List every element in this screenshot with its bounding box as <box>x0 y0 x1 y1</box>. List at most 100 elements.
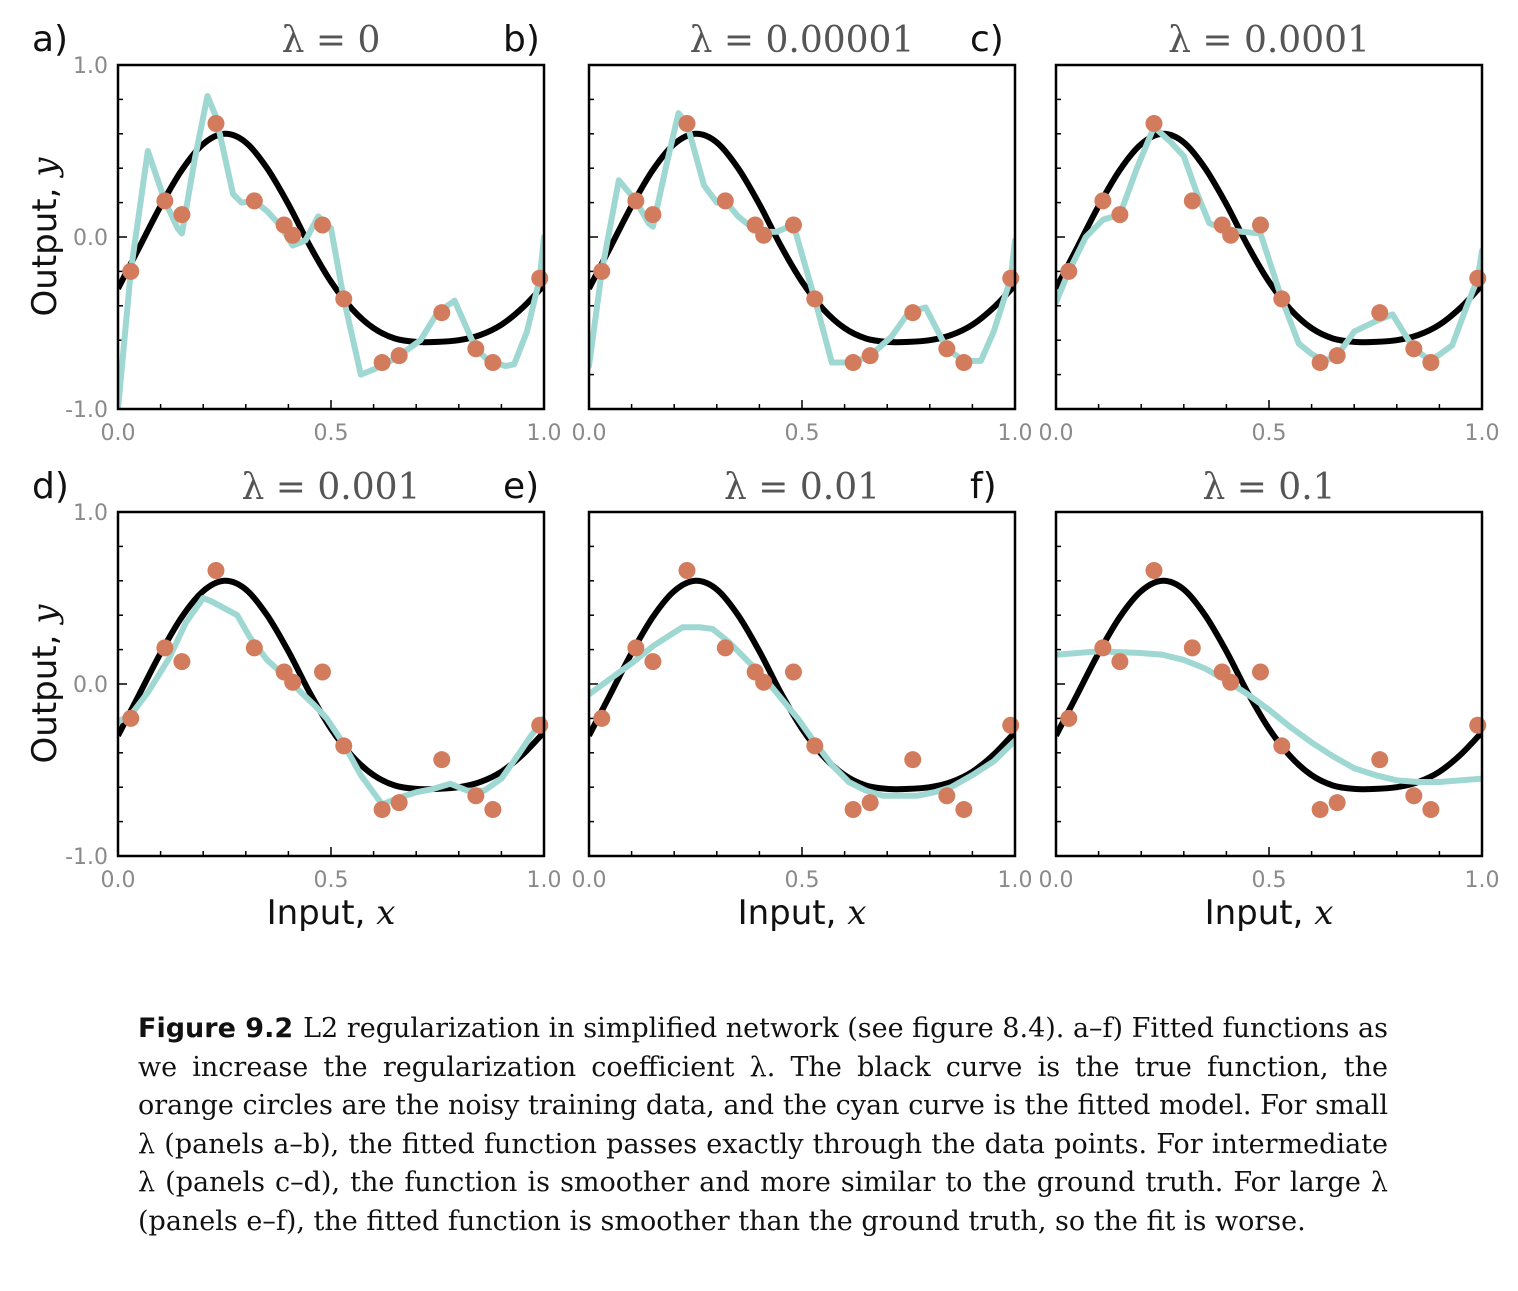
y-tick-label: 0.0 <box>73 673 108 698</box>
data-point <box>433 304 451 322</box>
data-point <box>173 653 191 671</box>
plot-frame <box>116 510 546 858</box>
x-axis-label: Input, x <box>267 893 396 933</box>
panel-b: b) λ = 0.00001 0.0 0.5 1.0 <box>503 19 1033 446</box>
panel-letter: f) <box>970 466 997 507</box>
panel-title: λ = 0.01 <box>724 467 880 508</box>
data-point <box>1183 639 1201 657</box>
x-tick-label: 0.0 <box>572 868 607 893</box>
x-tick-label: 0.5 <box>1252 421 1287 446</box>
data-point <box>156 639 174 657</box>
data-point <box>716 192 734 210</box>
data-point <box>784 216 802 234</box>
data-point <box>678 561 696 579</box>
data-point <box>1145 561 1163 579</box>
x-tick-label: 1.0 <box>998 421 1033 446</box>
panel-f: f) λ = 0.1 0.0 0.5 1.0 Input, x <box>970 466 1500 933</box>
data-point <box>861 347 879 365</box>
data-point <box>531 716 549 734</box>
data-point <box>1371 751 1389 769</box>
fitted-model-curve <box>589 624 1015 799</box>
data-point <box>678 114 696 132</box>
x-axis-label-text: Input, <box>1205 893 1315 933</box>
fitted-model-curve <box>1056 648 1482 786</box>
x-tick-label: 0.5 <box>785 868 820 893</box>
data-point <box>173 206 191 224</box>
data-point <box>122 262 140 280</box>
y-axis-label: Output, y <box>25 604 65 764</box>
y-axis-label-text: Output, <box>25 624 65 764</box>
y-tick-label: -1.0 <box>65 398 108 423</box>
panel-title: λ = 0.001 <box>242 467 421 508</box>
panel-title: λ = 0.1 <box>1202 467 1335 508</box>
x-tick-label: 0.5 <box>785 421 820 446</box>
fitted-model-curve <box>118 92 544 409</box>
data-point <box>1002 716 1020 734</box>
x-tick-label: 0.0 <box>572 421 607 446</box>
data-point <box>122 709 140 727</box>
plot-area <box>1056 577 1482 793</box>
plot-area <box>1056 123 1482 364</box>
data-point <box>1273 290 1291 308</box>
data-point <box>1111 653 1129 671</box>
data-point <box>1469 269 1487 287</box>
data-point <box>284 226 302 244</box>
data-point <box>806 290 824 308</box>
data-point <box>1145 114 1163 132</box>
x-axis-label-text: Input, <box>738 893 848 933</box>
data-point <box>467 340 485 358</box>
x-tick-label: 0.5 <box>1252 868 1287 893</box>
data-point <box>593 262 611 280</box>
data-point <box>644 206 662 224</box>
y-tick-label: 0.0 <box>73 226 108 251</box>
data-point <box>1060 262 1078 280</box>
data-point <box>1111 206 1129 224</box>
fitted-model-curve <box>589 110 1015 369</box>
panel-letter: c) <box>970 19 1004 60</box>
data-point <box>390 347 408 365</box>
x-tick-label: 1.0 <box>527 421 562 446</box>
data-point <box>1222 226 1240 244</box>
true-function-curve <box>118 577 544 793</box>
x-tick-label: 0.5 <box>314 421 349 446</box>
data-point <box>245 192 263 210</box>
plot-area <box>589 577 1015 799</box>
data-point <box>467 787 485 805</box>
figure-panels: a) λ = 0 0.0 0.5 1.0 1.0 0.0 -1.0 Output, y b) λ =… <box>25 19 1500 933</box>
caption-label: Figure 9.2 <box>138 1013 294 1044</box>
data-point <box>433 751 451 769</box>
data-point <box>644 653 662 671</box>
figure-caption: Figure 9.2 L2 regularization in simplifie… <box>138 1010 1388 1242</box>
panel-c: c) λ = 0.0001 0.0 0.5 1.0 <box>970 19 1500 446</box>
y-tick-label: 1.0 <box>73 501 108 526</box>
x-tick-label: 0.0 <box>101 421 136 446</box>
data-point <box>955 801 973 819</box>
panel-letter: e) <box>503 466 539 507</box>
plot-area <box>118 92 544 409</box>
data-point <box>955 354 973 372</box>
data-point <box>861 794 879 812</box>
data-point <box>806 737 824 755</box>
true-function-curve <box>589 130 1015 346</box>
data-point <box>531 269 549 287</box>
plot-area <box>118 577 544 808</box>
data-point <box>1469 716 1487 734</box>
x-axis-label-var: x <box>847 893 866 933</box>
x-axis-label-var: x <box>376 893 395 933</box>
panel-letter: d) <box>32 466 69 507</box>
data-point <box>313 663 331 681</box>
data-point <box>627 192 645 210</box>
data-point <box>1311 354 1329 372</box>
x-tick-label: 1.0 <box>1465 868 1500 893</box>
data-point <box>1328 347 1346 365</box>
data-point <box>1251 216 1269 234</box>
caption-text: L2 regularization in simplified network … <box>138 1013 1388 1237</box>
data-point <box>373 354 391 372</box>
data-point <box>1002 269 1020 287</box>
y-axis-label: Output, y <box>25 157 65 317</box>
panel-letter: a) <box>32 19 68 60</box>
y-tick-label: 1.0 <box>73 54 108 79</box>
